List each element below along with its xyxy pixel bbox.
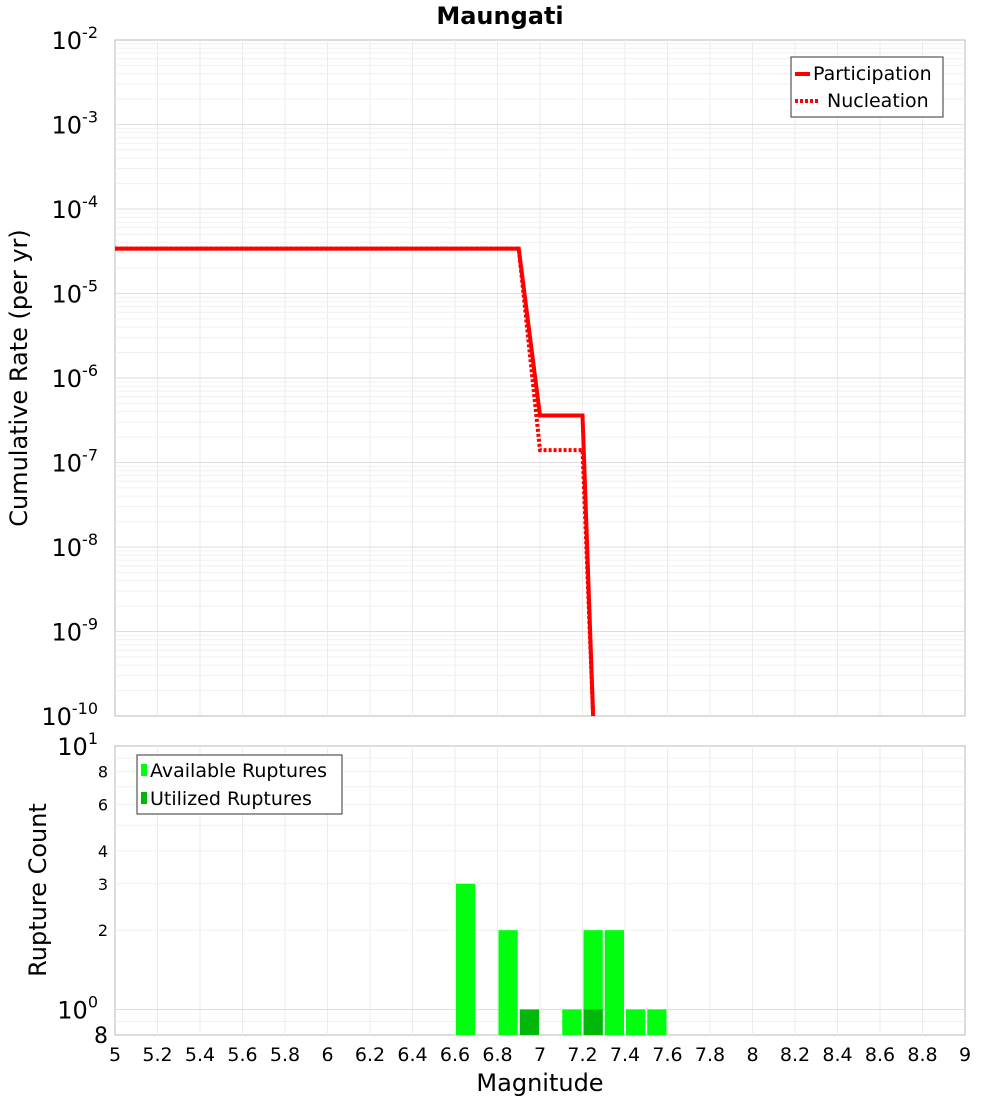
- top-grid: [115, 40, 965, 716]
- top-y-tick-label: 10-9: [52, 615, 99, 647]
- bottom-bars: [456, 883, 667, 1035]
- x-tick-label: 7.2: [567, 1044, 597, 1066]
- top-y-axis-title: Cumulative Rate (per yr): [5, 229, 33, 527]
- legend-participation-label: Participation: [813, 63, 932, 85]
- x-tick-label: 7.4: [610, 1044, 640, 1066]
- x-tick-label: 8.2: [780, 1044, 810, 1066]
- available-bar: [456, 883, 476, 1035]
- top-y-tick-label: 10-4: [52, 192, 99, 224]
- x-tick-label: 6.2: [355, 1044, 385, 1066]
- bottom-y-tick-label: 3: [98, 875, 108, 894]
- available-bar: [604, 930, 624, 1035]
- top-series: [115, 246, 596, 717]
- bottom-y-major-label: 100: [57, 992, 98, 1024]
- x-tick-label: 6.6: [440, 1044, 470, 1066]
- top-legend-box: [790, 56, 944, 118]
- x-tick-label: 7.6: [652, 1044, 682, 1066]
- x-tick-label: 8.8: [907, 1044, 937, 1066]
- bottom-y-tick-label: 2: [98, 921, 108, 940]
- top-y-tick-labels: 10-10 10-9 10-8 10-7 10-6 10-5 10-4 10-3 10-2: [41, 23, 98, 731]
- legend-available-swatch: [141, 764, 147, 776]
- x-tick-labels: 5 5.2 5.4 5.6 5.8 6 6.2 6.4 6.6 6.8 7 7.2 7.4 7.6 7.8 8…: [109, 1044, 971, 1066]
- x-tick-label: 5.2: [142, 1044, 172, 1066]
- utilized-bar: [583, 1009, 603, 1035]
- top-y-tick-label: 10-7: [52, 446, 99, 478]
- chart-title: Maungati: [436, 2, 563, 30]
- x-tick-label: 8.6: [865, 1044, 895, 1066]
- x-tick-label: 8: [746, 1044, 758, 1066]
- available-bar: [562, 1009, 582, 1035]
- legend-available-label: Available Ruptures: [150, 760, 327, 782]
- series-line-participation: [115, 246, 596, 717]
- x-tick-label: 6: [321, 1044, 333, 1066]
- x-tick-label: 6.4: [397, 1044, 427, 1066]
- legend-utilized-swatch: [141, 792, 147, 804]
- x-tick-label: 5.8: [270, 1044, 300, 1066]
- top-y-tick-label: 10-2: [52, 23, 99, 55]
- top-y-tick-label: 10-10: [41, 699, 98, 731]
- x-tick-label: 5: [109, 1044, 121, 1066]
- x-tick-label: 7: [534, 1044, 546, 1066]
- bottom-legend-box: [136, 754, 343, 815]
- bottom-y-tick-label: 6: [98, 795, 108, 814]
- top-legend: Participation Nucleation: [790, 56, 944, 118]
- bottom-y-major-label: 101: [57, 729, 98, 761]
- bottom-y-axis-title: Rupture Count: [24, 803, 52, 977]
- available-bar: [583, 930, 603, 1035]
- bottom-legend: Available Ruptures Utilized Ruptures: [136, 754, 343, 815]
- x-tick-label: 5.4: [185, 1044, 215, 1066]
- legend-utilized-label: Utilized Ruptures: [150, 788, 312, 810]
- top-y-tick-label: 10-8: [52, 530, 99, 562]
- x-tick-label: 9: [959, 1044, 971, 1066]
- x-tick-label: 5.6: [227, 1044, 257, 1066]
- top-y-tick-label: 10-5: [52, 277, 99, 309]
- x-tick-label: 7.8: [695, 1044, 725, 1066]
- legend-nucleation-label: Nucleation: [827, 90, 929, 112]
- top-y-tick-label: 10-3: [52, 108, 99, 140]
- bottom-y-tick-label: 8: [94, 1024, 108, 1049]
- x-tick-label: 8.4: [822, 1044, 852, 1066]
- x-tick-label: 6.8: [482, 1044, 512, 1066]
- top-y-tick-label: 10-6: [52, 361, 99, 393]
- series-line-nucleation: [115, 246, 596, 717]
- bottom-y-tick-label: 8: [98, 763, 108, 782]
- bottom-y-tick-label: 4: [98, 842, 108, 861]
- available-bar: [647, 1009, 667, 1035]
- x-axis-title: Magnitude: [476, 1069, 603, 1097]
- utilized-bar: [519, 1009, 539, 1035]
- available-bar: [626, 1009, 646, 1035]
- available-bar: [498, 930, 518, 1035]
